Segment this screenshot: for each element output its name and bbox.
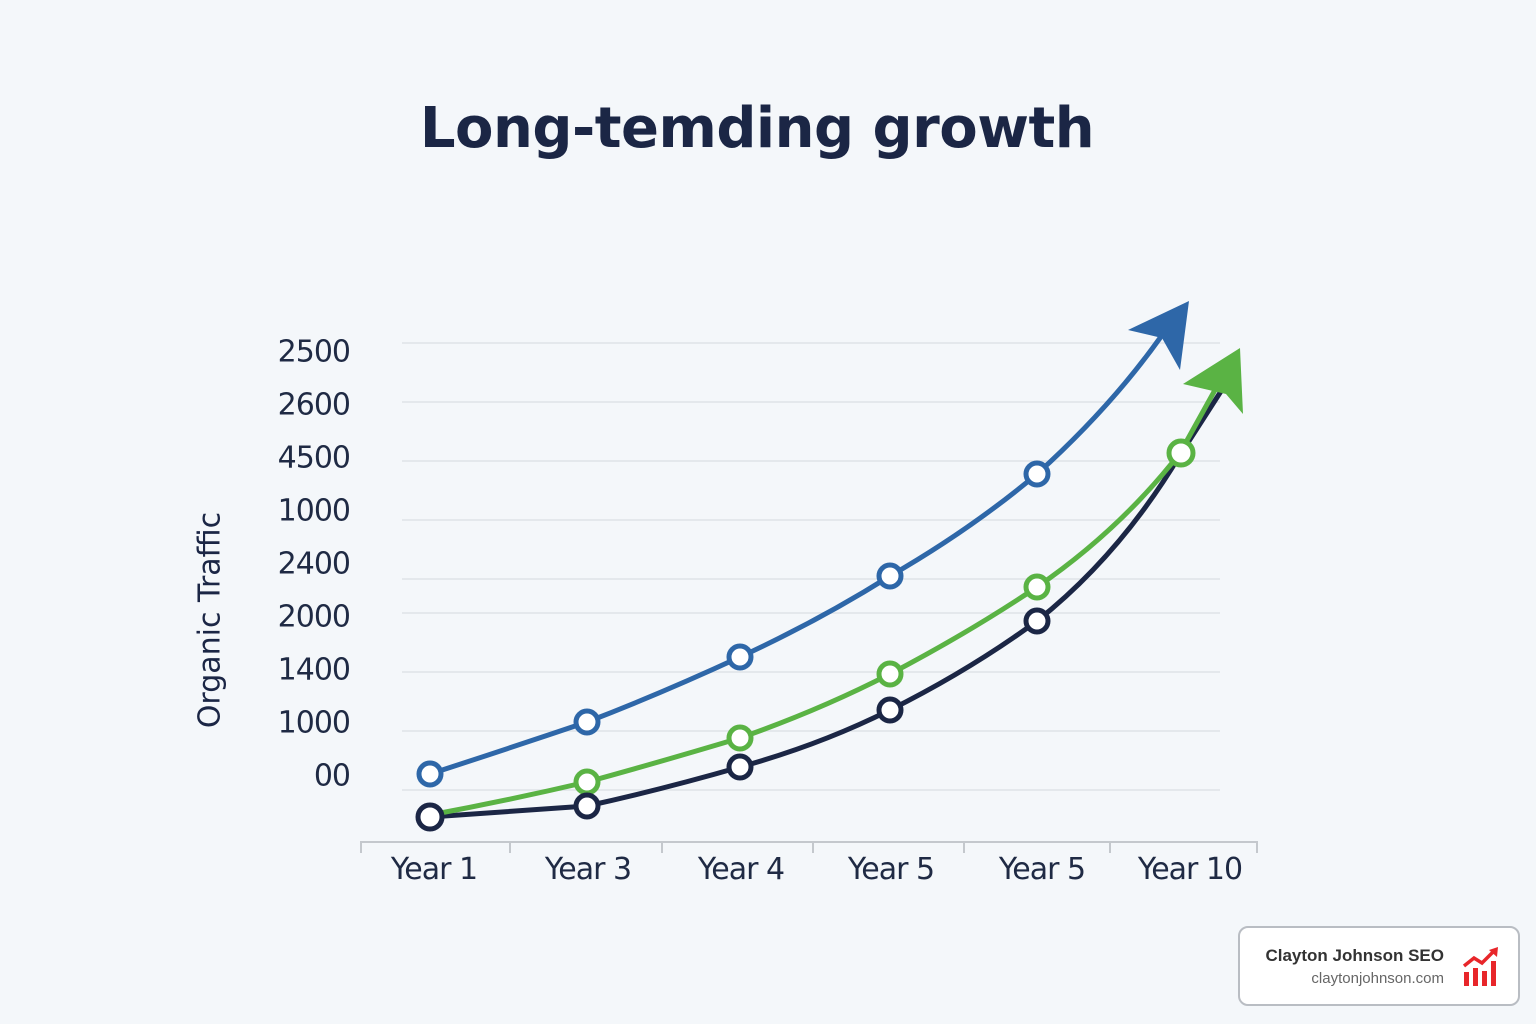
x-tick-label: Year 1	[390, 852, 478, 887]
blue-series-line	[427, 335, 1163, 777]
x-tick-label: Year 5	[998, 852, 1086, 887]
green-arrowhead-icon	[1183, 348, 1243, 414]
y-tick-label: 2400	[277, 546, 351, 582]
brand-url: claytonjohnson.com	[1311, 970, 1444, 987]
y-tick-label: 1000	[277, 493, 351, 529]
y-tick-label: 2000	[277, 599, 351, 635]
x-tick-label: Year 10	[1137, 852, 1243, 887]
y-tick-label: 2500	[277, 334, 351, 370]
y-tick-label: 2600	[277, 387, 351, 423]
green-markers	[573, 438, 1196, 796]
x-tick-label: Year 3	[544, 852, 632, 887]
x-tick-label: Year 5	[847, 852, 935, 887]
green-series-line	[427, 387, 1218, 818]
x-tick-label: Year 4	[697, 852, 785, 887]
brand-name: Clayton Johnson SEO	[1265, 946, 1444, 965]
y-tick-label: 1000	[277, 705, 351, 741]
y-tick-label: 4500	[277, 440, 351, 476]
blue-arrowhead-icon	[1128, 301, 1189, 370]
y-tick-label: 00	[313, 758, 351, 794]
x-axis	[360, 841, 1258, 853]
brand-badge: Clayton Johnson SEO claytonjohnson.com	[1238, 926, 1520, 1006]
chart-growth-icon	[1462, 947, 1498, 986]
y-tick-label: 1400	[277, 652, 351, 688]
navy-markers	[415, 607, 1051, 832]
blue-markers	[416, 460, 1051, 788]
chart-title: Long-temding growth	[419, 96, 1095, 161]
navy-series-line	[427, 382, 1228, 820]
